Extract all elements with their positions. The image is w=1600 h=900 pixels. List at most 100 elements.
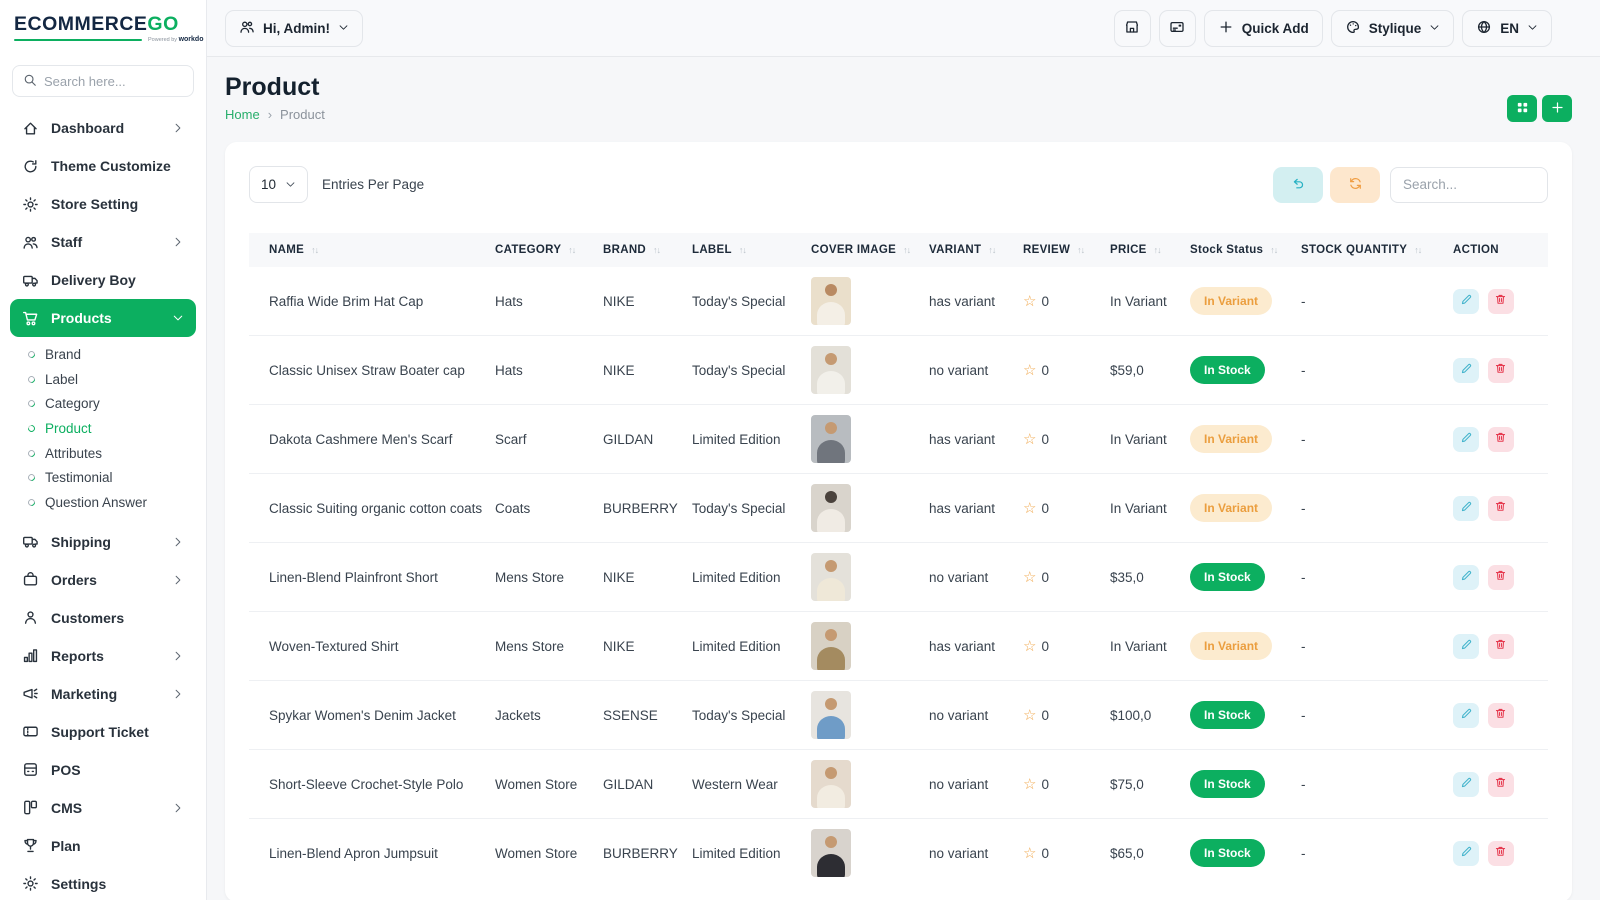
sidebar-subitem-brand[interactable]: Brand bbox=[0, 342, 206, 367]
quick-add-button[interactable]: Quick Add bbox=[1203, 9, 1323, 47]
delete-button[interactable] bbox=[1487, 357, 1514, 383]
product-name: Woven-Textured Shirt bbox=[249, 611, 487, 681]
sidebar-subitem-attributes[interactable]: Attributes bbox=[0, 441, 206, 466]
sidebar-item-shipping[interactable]: Shipping bbox=[10, 523, 196, 561]
edit-button[interactable] bbox=[1453, 357, 1479, 383]
delete-button[interactable] bbox=[1487, 840, 1514, 866]
edit-button[interactable] bbox=[1453, 840, 1479, 866]
sidebar-item-label: POS bbox=[51, 761, 81, 778]
edit-button[interactable] bbox=[1453, 771, 1479, 797]
table-search-input[interactable] bbox=[1390, 166, 1548, 203]
trash-icon bbox=[1494, 431, 1507, 447]
column-header-cover-image[interactable]: COVER IMAGE ↑↓ bbox=[803, 233, 921, 267]
product-price: $100,0 bbox=[1102, 680, 1182, 750]
theme-selector-button[interactable]: Stylique bbox=[1330, 9, 1455, 47]
column-header-name[interactable]: NAME ↑↓ bbox=[249, 233, 487, 267]
column-header-stock-status[interactable]: Stock Status ↑↓ bbox=[1182, 233, 1293, 267]
sidebar-item-plan[interactable]: Plan bbox=[10, 827, 196, 865]
sidebar-item-store-setting[interactable]: Store Setting bbox=[10, 185, 196, 223]
sidebar-subitem-product[interactable]: Product bbox=[0, 416, 206, 441]
sort-icon: ↑↓ bbox=[903, 245, 911, 255]
sidebar-item-cms[interactable]: CMS bbox=[10, 789, 196, 827]
product-label: Limited Edition bbox=[684, 404, 803, 474]
delete-button[interactable] bbox=[1487, 771, 1514, 797]
sidebar-search[interactable] bbox=[12, 65, 194, 97]
column-header-brand[interactable]: BRAND ↑↓ bbox=[595, 233, 684, 267]
sidebar-item-products[interactable]: Products bbox=[10, 299, 196, 337]
sidebar-item-delivery-boy[interactable]: Delivery Boy bbox=[10, 261, 196, 299]
refresh-button[interactable] bbox=[1330, 166, 1380, 203]
sidebar-item-settings[interactable]: Settings bbox=[10, 865, 196, 900]
delete-button[interactable] bbox=[1487, 564, 1514, 590]
sidebar-subitem-label[interactable]: Label bbox=[0, 367, 206, 392]
column-header-variant[interactable]: VARIANT ↑↓ bbox=[921, 233, 1015, 267]
product-brand: SSENSE bbox=[595, 680, 684, 750]
review-count: 0 bbox=[1041, 776, 1049, 792]
card-button[interactable] bbox=[1158, 9, 1196, 47]
sidebar-item-customers[interactable]: Customers bbox=[10, 599, 196, 637]
delete-button[interactable] bbox=[1487, 702, 1514, 728]
edit-button[interactable] bbox=[1453, 702, 1479, 728]
column-header-stock-quantity[interactable]: STOCK QUANTITY ↑↓ bbox=[1293, 233, 1445, 267]
edit-button[interactable] bbox=[1453, 564, 1479, 590]
sidebar-item-theme-customize[interactable]: Theme Customize bbox=[10, 147, 196, 185]
sidebar-search-input[interactable] bbox=[44, 73, 183, 89]
chevron-right-icon bbox=[172, 536, 184, 548]
grid-view-button[interactable] bbox=[1507, 95, 1537, 122]
product-price: In Variant bbox=[1102, 473, 1182, 543]
edit-button[interactable] bbox=[1453, 495, 1479, 521]
user-menu-label: Hi, Admin! bbox=[263, 20, 330, 36]
chevron-down-icon bbox=[1429, 21, 1440, 36]
cover-image bbox=[811, 484, 851, 532]
sidebar-item-orders[interactable]: Orders bbox=[10, 561, 196, 599]
undo-button[interactable] bbox=[1273, 166, 1323, 203]
delete-button[interactable] bbox=[1487, 288, 1514, 314]
users-icon bbox=[239, 19, 255, 38]
column-header-action[interactable]: ACTION bbox=[1445, 233, 1548, 267]
sidebar-subitem-testimonial[interactable]: Testimonial bbox=[0, 465, 206, 490]
edit-button[interactable] bbox=[1453, 633, 1479, 659]
sidebar-item-label: Customers bbox=[51, 609, 125, 626]
product-brand: NIKE bbox=[595, 335, 684, 405]
sidebar-item-reports[interactable]: Reports bbox=[10, 637, 196, 675]
language-selector-button[interactable]: EN bbox=[1462, 9, 1552, 47]
sidebar-item-label: Staff bbox=[51, 234, 83, 250]
stock-quantity: - bbox=[1293, 542, 1445, 612]
delete-button[interactable] bbox=[1487, 633, 1514, 659]
breadcrumb-home-link[interactable]: Home bbox=[225, 107, 260, 122]
entries-per-page-select[interactable]: 10 bbox=[249, 166, 309, 203]
column-header-price[interactable]: PRICE ↑↓ bbox=[1102, 233, 1182, 267]
cover-image bbox=[811, 829, 851, 877]
sidebar-item-marketing[interactable]: Marketing bbox=[10, 675, 196, 713]
table-row: Classic Unisex Straw Boater cap Hats NIK… bbox=[249, 335, 1548, 405]
trash-icon bbox=[1494, 500, 1507, 516]
sidebar-item-dashboard[interactable]: Dashboard bbox=[10, 109, 196, 147]
column-header-review[interactable]: REVIEW ↑↓ bbox=[1015, 233, 1102, 267]
sidebar-item-pos[interactable]: POS bbox=[10, 751, 196, 789]
chevron-right-icon bbox=[172, 688, 184, 700]
staff-icon bbox=[22, 234, 39, 251]
add-product-button[interactable] bbox=[1542, 95, 1572, 122]
delete-button[interactable] bbox=[1487, 495, 1514, 521]
edit-button[interactable] bbox=[1453, 426, 1479, 452]
product-variant: has variant bbox=[929, 293, 996, 309]
sidebar-subitem-category[interactable]: Category bbox=[0, 391, 206, 416]
edit-button[interactable] bbox=[1453, 288, 1479, 314]
stock-status-badge: In Stock bbox=[1190, 356, 1265, 384]
column-header-label[interactable]: LABEL ↑↓ bbox=[684, 233, 803, 267]
logo[interactable]: ECOMMERCEGO Powered by workdo bbox=[0, 0, 206, 57]
star-icon: ☆ bbox=[1023, 499, 1037, 517]
product-variant: no variant bbox=[921, 335, 1015, 405]
storefront-button[interactable] bbox=[1113, 9, 1151, 47]
marketing-icon bbox=[22, 685, 39, 702]
column-header-category[interactable]: CATEGORY ↑↓ bbox=[487, 233, 595, 267]
table-row: Raffia Wide Brim Hat Cap Hats NIKE Today… bbox=[249, 267, 1548, 336]
chevron-right-icon bbox=[172, 574, 184, 586]
sidebar-subitem-question-answer[interactable]: Question Answer bbox=[0, 490, 206, 515]
sidebar-item-staff[interactable]: Staff bbox=[10, 223, 196, 261]
stock-quantity: - bbox=[1293, 404, 1445, 474]
sort-icon: ↑↓ bbox=[1077, 245, 1085, 255]
delete-button[interactable] bbox=[1487, 426, 1514, 452]
user-menu-button[interactable]: Hi, Admin! bbox=[225, 9, 363, 47]
sidebar-item-support-ticket[interactable]: Support Ticket bbox=[10, 713, 196, 751]
